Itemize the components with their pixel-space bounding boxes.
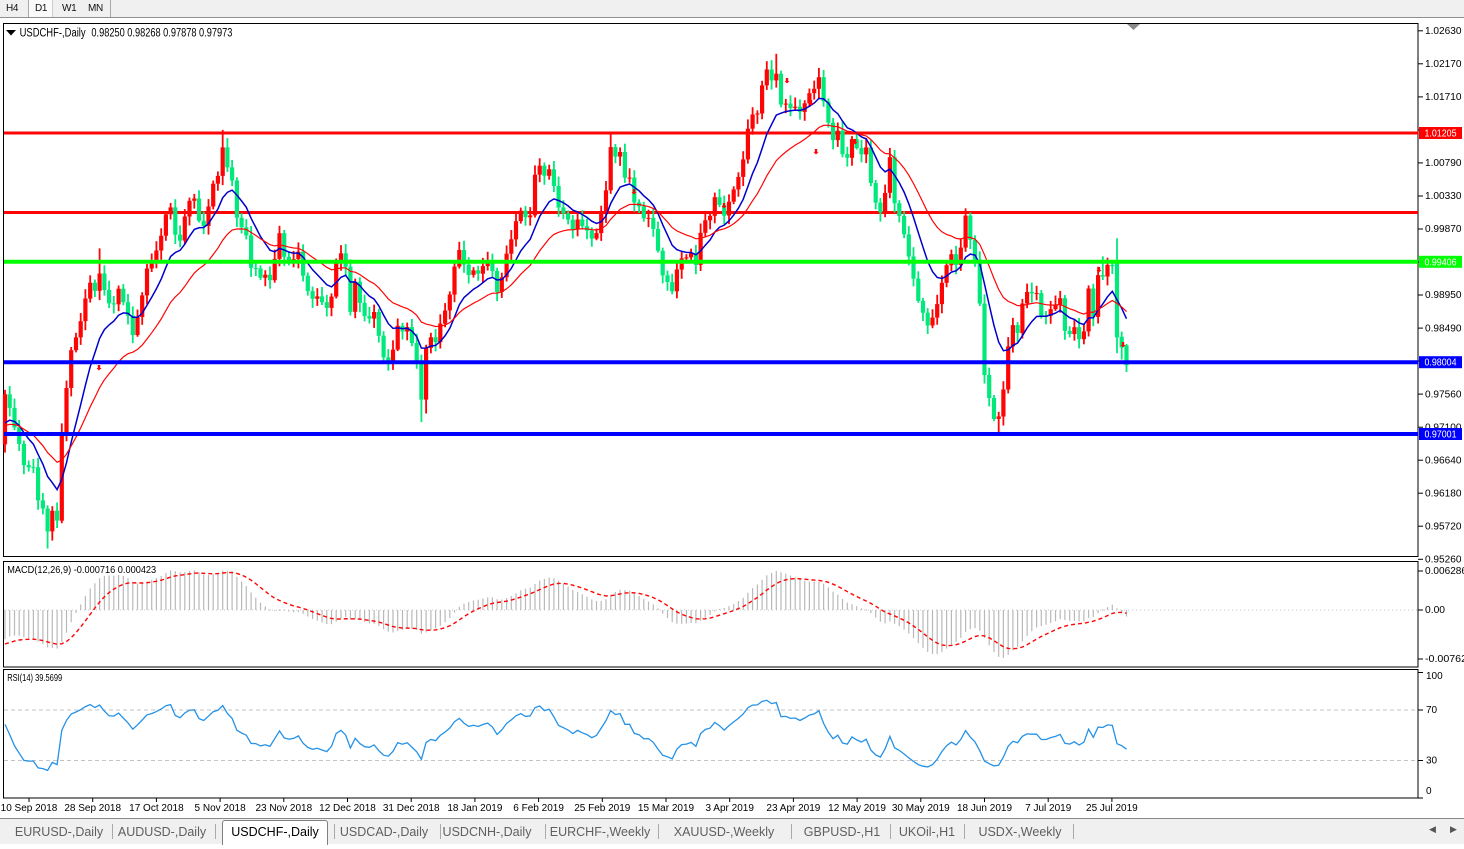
svg-text:0.96640: 0.96640: [1425, 455, 1462, 466]
svg-text:31 Dec 2018: 31 Dec 2018: [383, 803, 440, 814]
svg-text:6 Feb 2019: 6 Feb 2019: [513, 803, 564, 814]
svg-text:0.95260: 0.95260: [1425, 555, 1462, 566]
svg-text:0.97560: 0.97560: [1425, 389, 1462, 400]
svg-text:1.01205: 1.01205: [1425, 129, 1457, 140]
svg-text:-0.00762: -0.00762: [1425, 654, 1464, 665]
svg-text:100: 100: [1426, 671, 1443, 682]
svg-text:0.99870: 0.99870: [1425, 224, 1462, 235]
svg-text:30: 30: [1426, 756, 1438, 767]
svg-text:25 Feb 2019: 25 Feb 2019: [574, 803, 631, 814]
svg-text:0.97001: 0.97001: [1425, 430, 1457, 441]
svg-text:0.99406: 0.99406: [1425, 257, 1457, 268]
svg-text:RSI(14) 39.5699: RSI(14) 39.5699: [7, 673, 62, 684]
svg-text:0.98950: 0.98950: [1425, 290, 1462, 301]
svg-text:15 Mar 2019: 15 Mar 2019: [638, 803, 695, 814]
svg-text:0.98250 0.98268 0.97878 0.9797: 0.98250 0.98268 0.97878 0.97973: [91, 28, 232, 40]
svg-text:MACD(12,26,9) -0.000716 0.0004: MACD(12,26,9) -0.000716 0.000423: [7, 565, 156, 576]
svg-text:25 Jul 2019: 25 Jul 2019: [1086, 803, 1138, 814]
svg-text:18 Jan 2019: 18 Jan 2019: [447, 803, 502, 814]
svg-text:0.006286: 0.006286: [1425, 566, 1464, 577]
svg-text:28 Sep 2018: 28 Sep 2018: [64, 803, 121, 814]
svg-text:0.95720: 0.95720: [1425, 522, 1462, 533]
svg-text:17 Oct 2018: 17 Oct 2018: [129, 803, 184, 814]
svg-text:5 Nov 2018: 5 Nov 2018: [195, 803, 247, 814]
svg-text:7 Jul 2019: 7 Jul 2019: [1025, 803, 1072, 814]
svg-text:1.00330: 1.00330: [1425, 191, 1462, 202]
svg-text:3 Apr 2019: 3 Apr 2019: [706, 803, 755, 814]
svg-text:10 Sep 2018: 10 Sep 2018: [1, 803, 58, 814]
svg-text:0: 0: [1426, 786, 1432, 797]
svg-text:30 May 2019: 30 May 2019: [892, 803, 950, 814]
svg-text:0.00: 0.00: [1425, 605, 1445, 616]
svg-text:1.02170: 1.02170: [1425, 59, 1462, 70]
svg-text:23 Nov 2018: 23 Nov 2018: [255, 803, 312, 814]
svg-text:12 Dec 2018: 12 Dec 2018: [319, 803, 376, 814]
svg-text:0.96180: 0.96180: [1425, 488, 1462, 499]
svg-text:70: 70: [1426, 705, 1438, 716]
svg-text:18 Jun 2019: 18 Jun 2019: [957, 803, 1012, 814]
svg-text:USDCHF-,Daily: USDCHF-,Daily: [20, 28, 86, 40]
svg-text:0.97100: 0.97100: [1425, 422, 1462, 433]
svg-text:1.00790: 1.00790: [1425, 158, 1462, 169]
svg-text:0.98490: 0.98490: [1425, 323, 1462, 334]
svg-text:0.98004: 0.98004: [1425, 358, 1457, 369]
svg-text:1.02630: 1.02630: [1425, 26, 1462, 37]
svg-text:23 Apr 2019: 23 Apr 2019: [766, 803, 820, 814]
svg-text:12 May 2019: 12 May 2019: [828, 803, 886, 814]
svg-text:1.01710: 1.01710: [1425, 92, 1462, 103]
